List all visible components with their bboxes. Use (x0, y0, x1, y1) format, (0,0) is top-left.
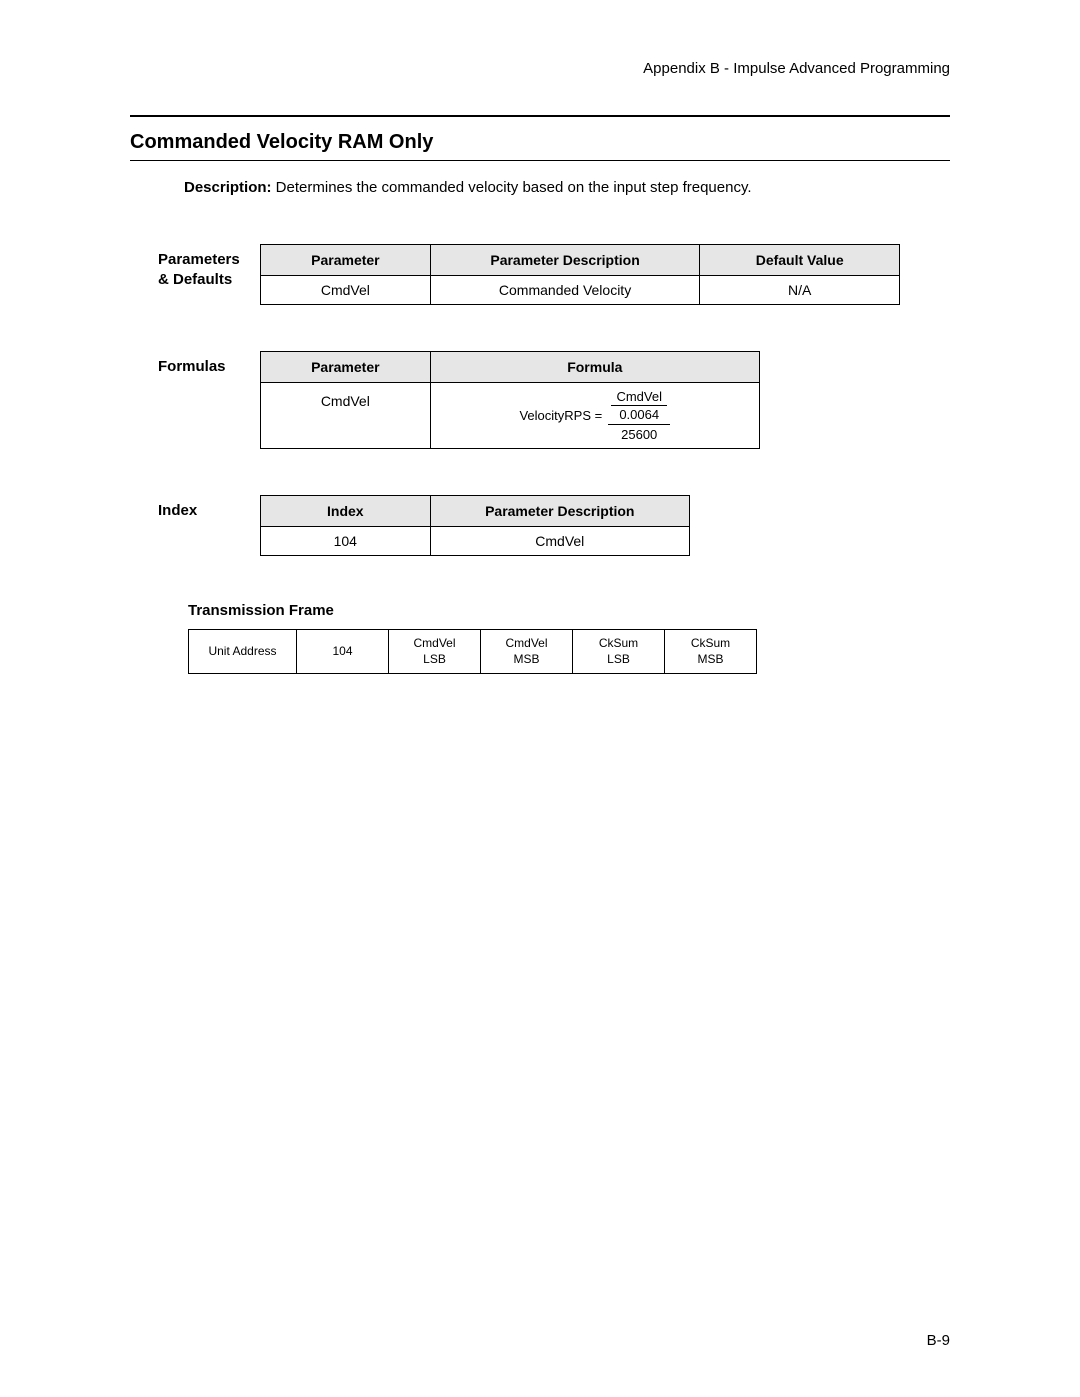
col-parameter-description: Parameter Description (430, 245, 700, 276)
cell-index-value: 104 (297, 630, 389, 674)
table-row: CmdVel VelocityRPS = CmdVel 0.0064 25600 (261, 383, 760, 449)
cell-line2: MSB (513, 652, 539, 666)
index-block: Index Index Parameter Description 104 Cm… (130, 495, 950, 556)
col-parameter: Parameter (261, 245, 431, 276)
cell-parameter: CmdVel (261, 383, 431, 449)
cell-parameter-description: CmdVel (430, 527, 689, 556)
cell-line1: CmdVel (505, 636, 547, 650)
index-side-label: Index (130, 495, 260, 556)
formula-numerator-fraction: CmdVel 0.0064 (611, 389, 667, 422)
parameters-block: Parameters & Defaults Parameter Paramete… (130, 244, 950, 305)
rule-top (130, 115, 950, 117)
col-parameter-description: Parameter Description (430, 496, 689, 527)
cell-cksum-lsb: CkSum LSB (573, 630, 665, 674)
table-row: 104 CmdVel (261, 527, 690, 556)
cell-unit-address: Unit Address (189, 630, 297, 674)
col-default-value: Default Value (700, 245, 900, 276)
fraction-line-outer (608, 424, 670, 425)
cell-line1: CkSum (691, 636, 730, 650)
description-label: Description: (184, 179, 272, 196)
transmission-frame-table: Unit Address 104 CmdVel LSB CmdVel MSB C… (188, 629, 757, 674)
table-header-row: Index Parameter Description (261, 496, 690, 527)
fraction-line-inner (611, 405, 667, 406)
cell-cmdvel-msb: CmdVel MSB (481, 630, 573, 674)
page-number: B-9 (927, 1332, 950, 1349)
parameters-side-label-line1: Parameters (158, 251, 240, 268)
formulas-table: Parameter Formula CmdVel VelocityRPS = C… (260, 351, 760, 449)
parameters-side-label-line2: & Defaults (158, 271, 232, 288)
formula-numerator-bottom: 0.0064 (619, 407, 659, 422)
formula: VelocityRPS = CmdVel 0.0064 25600 (519, 389, 670, 442)
document-page: Appendix B - Impulse Advanced Programmin… (0, 0, 1080, 1397)
cell-index: 104 (261, 527, 431, 556)
table-header-row: Parameter Parameter Description Default … (261, 245, 900, 276)
cell-line2: LSB (423, 652, 446, 666)
table-row: CmdVel Commanded Velocity N/A (261, 276, 900, 305)
formula-lhs: VelocityRPS = (519, 408, 602, 423)
parameters-side-label: Parameters & Defaults (130, 244, 260, 305)
formulas-side-label: Formulas (130, 351, 260, 449)
rule-under-title (130, 160, 950, 161)
table-header-row: Parameter Formula (261, 352, 760, 383)
table-row: Unit Address 104 CmdVel LSB CmdVel MSB C… (189, 630, 757, 674)
page-header: Appendix B - Impulse Advanced Programmin… (130, 60, 950, 77)
parameters-table: Parameter Parameter Description Default … (260, 244, 900, 305)
cell-cmdvel-lsb: CmdVel LSB (389, 630, 481, 674)
cell-parameter-description: Commanded Velocity (430, 276, 700, 305)
col-parameter: Parameter (261, 352, 431, 383)
formula-denominator: 25600 (621, 427, 657, 442)
transmission-frame-title: Transmission Frame (188, 602, 950, 619)
formulas-block: Formulas Parameter Formula CmdVel Veloci… (130, 351, 950, 449)
cell-parameter: CmdVel (261, 276, 431, 305)
cell-line2: MSB (697, 652, 723, 666)
index-table: Index Parameter Description 104 CmdVel (260, 495, 690, 556)
formula-fraction: CmdVel 0.0064 25600 (608, 389, 670, 442)
cell-cksum-msb: CkSum MSB (665, 630, 757, 674)
cell-line2: LSB (607, 652, 630, 666)
cell-line1: CkSum (599, 636, 638, 650)
description: Description: Determines the commanded ve… (184, 179, 950, 196)
section-title: Commanded Velocity RAM Only (130, 131, 950, 154)
col-index: Index (261, 496, 431, 527)
col-formula: Formula (430, 352, 759, 383)
description-text: Determines the commanded velocity based … (272, 179, 752, 196)
cell-line1: CmdVel (413, 636, 455, 650)
cell-formula: VelocityRPS = CmdVel 0.0064 25600 (430, 383, 759, 449)
formula-numerator-top: CmdVel (616, 389, 662, 404)
cell-default-value: N/A (700, 276, 900, 305)
